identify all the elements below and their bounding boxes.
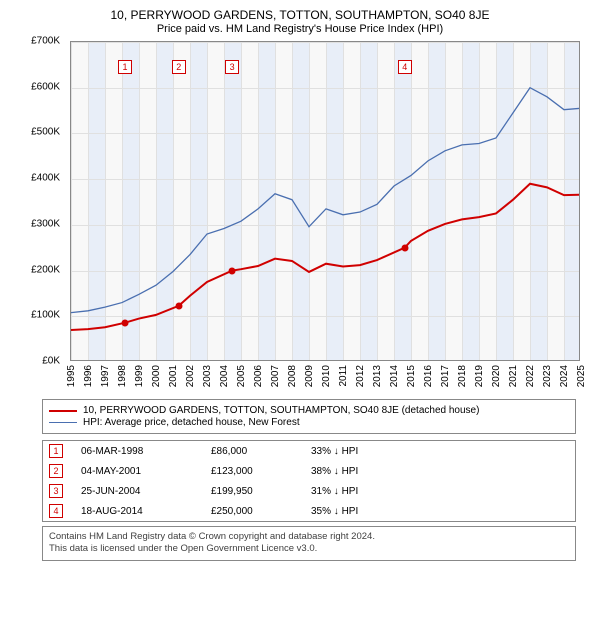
legend-item: 10, PERRYWOOD GARDENS, TOTTON, SOUTHAMPT… [49, 405, 569, 416]
sales-date: 18-AUG-2014 [81, 506, 211, 517]
legend-label: HPI: Average price, detached house, New … [83, 417, 300, 428]
x-axis-label: 1997 [100, 365, 111, 387]
sales-delta: 38% ↓ HPI [311, 466, 411, 477]
sales-date: 04-MAY-2001 [81, 466, 211, 477]
legend-item: HPI: Average price, detached house, New … [49, 417, 569, 428]
x-axis-label: 1995 [66, 365, 77, 387]
x-axis-label: 2011 [338, 365, 349, 387]
page-title: 10, PERRYWOOD GARDENS, TOTTON, SOUTHAMPT… [10, 8, 590, 22]
y-axis-label: £500K [10, 127, 60, 138]
x-axis-label: 2014 [389, 365, 400, 387]
x-axis-label: 2017 [440, 365, 451, 387]
x-axis-label: 1999 [134, 365, 145, 387]
sale-marker-4: 4 [398, 60, 412, 74]
sales-price: £250,000 [211, 506, 311, 517]
x-axis-label: 2016 [423, 365, 434, 387]
y-axis-label: £600K [10, 81, 60, 92]
legend-swatch [49, 422, 77, 423]
sales-row: 3 25-JUN-2004£199,95031% ↓ HPI [43, 481, 575, 501]
x-axis-label: 2002 [185, 365, 196, 387]
price-chart: 1234 £0K£100K£200K£300K£400K£500K£600K£7… [20, 41, 580, 391]
series-svg [71, 42, 580, 361]
x-axis-label: 2003 [202, 365, 213, 387]
x-axis-label: 2001 [168, 365, 179, 387]
x-axis-label: 2008 [287, 365, 298, 387]
sales-row: 1 06-MAR-1998£86,00033% ↓ HPI [43, 441, 575, 461]
y-axis-label: £400K [10, 173, 60, 184]
page-subtitle: Price paid vs. HM Land Registry's House … [10, 23, 590, 35]
sales-date: 06-MAR-1998 [81, 446, 211, 457]
sales-marker-num: 1 [49, 444, 63, 458]
x-axis-label: 2023 [542, 365, 553, 387]
x-axis-label: 2015 [406, 365, 417, 387]
sales-marker-num: 3 [49, 484, 63, 498]
x-axis-label: 2025 [576, 365, 587, 387]
legend-label: 10, PERRYWOOD GARDENS, TOTTON, SOUTHAMPT… [83, 405, 479, 416]
sales-price: £86,000 [211, 446, 311, 457]
sales-row: 4 18-AUG-2014£250,00035% ↓ HPI [43, 501, 575, 521]
sale-dot-2 [175, 302, 182, 309]
attribution-line-1: Contains HM Land Registry data © Crown c… [49, 531, 569, 543]
sale-marker-1: 1 [118, 60, 132, 74]
attribution-line-2: This data is licensed under the Open Gov… [49, 543, 569, 555]
x-axis-label: 1998 [117, 365, 128, 387]
sale-dot-4 [401, 244, 408, 251]
x-axis-label: 2012 [355, 365, 366, 387]
sales-delta: 31% ↓ HPI [311, 486, 411, 497]
x-axis-label: 2019 [474, 365, 485, 387]
x-axis-label: 2024 [559, 365, 570, 387]
x-axis-label: 2005 [236, 365, 247, 387]
y-axis-label: £100K [10, 310, 60, 321]
sales-price: £123,000 [211, 466, 311, 477]
attribution: Contains HM Land Registry data © Crown c… [42, 526, 576, 561]
x-axis-label: 2022 [525, 365, 536, 387]
x-axis-label: 2004 [219, 365, 230, 387]
sale-marker-3: 3 [225, 60, 239, 74]
sales-date: 25-JUN-2004 [81, 486, 211, 497]
series-property-price [71, 184, 580, 330]
x-axis-label: 2021 [508, 365, 519, 387]
x-axis-label: 2007 [270, 365, 281, 387]
x-axis-label: 2013 [372, 365, 383, 387]
sales-row: 2 04-MAY-2001£123,00038% ↓ HPI [43, 461, 575, 481]
y-axis-label: £300K [10, 218, 60, 229]
legend-swatch [49, 410, 77, 412]
sale-marker-2: 2 [172, 60, 186, 74]
x-axis-label: 2020 [491, 365, 502, 387]
x-axis-label: 2009 [304, 365, 315, 387]
x-axis-label: 1996 [83, 365, 94, 387]
sales-marker-num: 2 [49, 464, 63, 478]
sales-delta: 33% ↓ HPI [311, 446, 411, 457]
y-axis-label: £200K [10, 264, 60, 275]
sales-marker-num: 4 [49, 504, 63, 518]
sales-delta: 35% ↓ HPI [311, 506, 411, 517]
sales-price: £199,950 [211, 486, 311, 497]
sales-table: 1 06-MAR-1998£86,00033% ↓ HPI 2 04-MAY-2001… [42, 440, 576, 522]
x-axis-label: 2018 [457, 365, 468, 387]
series-hpi [71, 88, 580, 313]
sale-dot-1 [122, 319, 129, 326]
y-axis-label: £0K [10, 356, 60, 367]
sale-dot-3 [229, 267, 236, 274]
legend: 10, PERRYWOOD GARDENS, TOTTON, SOUTHAMPT… [42, 399, 576, 434]
x-axis-label: 2000 [151, 365, 162, 387]
y-axis-label: £700K [10, 36, 60, 47]
x-axis-label: 2006 [253, 365, 264, 387]
plot-area: 1 2 3 4 [70, 41, 580, 361]
x-axis-label: 2010 [321, 365, 332, 387]
